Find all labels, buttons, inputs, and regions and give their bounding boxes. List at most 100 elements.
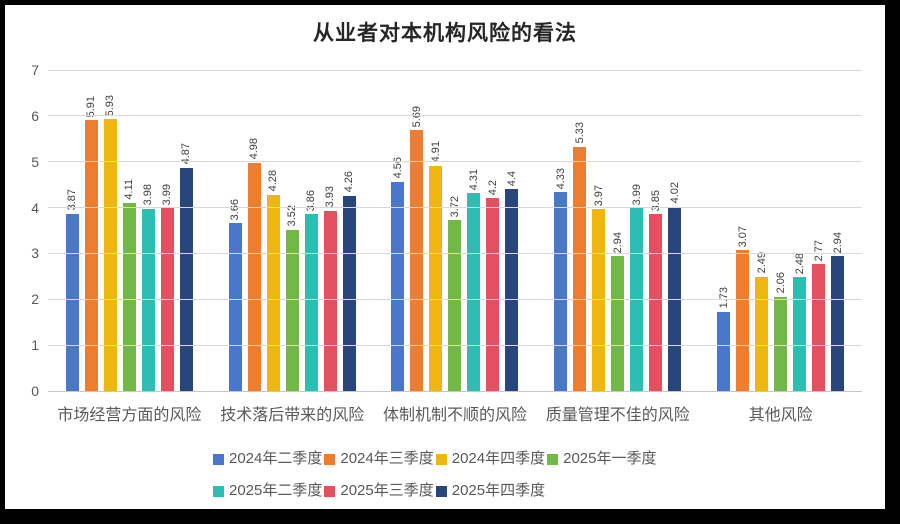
legend: 2024年二季度 2024年三季度 2024年四季度 2025年一季度 2025年二季度… (213, 449, 659, 501)
legend-item: 2024年二季度 (213, 449, 322, 469)
bar (247, 162, 261, 391)
legend-swatch (435, 485, 447, 497)
category-label: 技术落后带来的风险 (220, 407, 365, 424)
category-label: 其他风险 (748, 407, 813, 424)
legend-item: 2025年二季度 (213, 481, 322, 501)
bar (448, 220, 462, 391)
y-tick-label: 4 (31, 199, 39, 216)
bar-value-label: 3.07 (736, 225, 749, 248)
bar-value-label: 4.02 (668, 182, 681, 204)
bar-cell: 3.99 (630, 70, 644, 391)
legend-swatch (213, 485, 224, 497)
bar-group: 4.56 5.69 4.91 3.72 4.31 4.2 4.4 (374, 70, 537, 391)
bar-group: 4.33 5.33 3.97 2.94 3.99 3.85 4.02 (536, 70, 699, 391)
bar (410, 130, 424, 391)
bar (611, 256, 625, 391)
bar-cell: 4.98 (247, 70, 261, 391)
bar (429, 165, 443, 391)
category-label: 质量管理不佳的风险 (545, 407, 690, 424)
bar (486, 198, 500, 391)
x-axis-category-labels: 市场经营方面的风险 技术落后带来的风险 体制机制不顺的风险 质量管理不佳的风险 其他风险 (48, 401, 862, 425)
bar-value-label: 2.94 (611, 231, 624, 254)
bar (228, 223, 242, 391)
bar (505, 189, 519, 391)
bar (736, 250, 750, 391)
gridline (48, 207, 862, 209)
bar (323, 210, 337, 391)
legend-item: 2025年三季度 (324, 481, 434, 501)
bar-value-label: 4.2 (486, 180, 499, 196)
bar-value-label: 3.97 (592, 184, 605, 206)
y-tick-label: 3 (31, 245, 39, 262)
gridline (48, 69, 862, 71)
bar-value-label: 3.93 (324, 186, 337, 208)
bar-value-label: 4.26 (343, 171, 356, 193)
legend-item: 2025年四季度 (435, 481, 546, 501)
bar-value-label: 4.98 (248, 138, 261, 160)
legend-swatch (324, 453, 336, 465)
bar (812, 263, 826, 391)
bar (554, 192, 568, 391)
bar-cell: 4.28 (266, 70, 280, 391)
bar-cell: 4.26 (342, 70, 356, 391)
bar-value-label: 5.93 (104, 94, 117, 117)
y-tick-label: 6 (31, 107, 39, 124)
legend-label: 2025年四季度 (451, 482, 546, 499)
legend-row: 2024年二季度 2024年三季度 2024年四季度 2025年一季度 (213, 449, 659, 469)
bar (285, 229, 299, 391)
bar-value-label: 4.31 (467, 168, 480, 191)
bar (755, 276, 769, 391)
bar-group: 1.73 3.07 2.49 2.06 2.48 2.77 2.94 (699, 70, 862, 391)
bar (793, 277, 807, 391)
bar-value-label: 2.49 (755, 252, 768, 274)
bar-cell: 5.91 (84, 70, 98, 391)
bar-chart: 从业者对本机构风险的看法 3.87 5.91 5.93 4.11 3.98 3.99 4.8… (5, 5, 885, 509)
bar (717, 311, 731, 391)
bar-value-label: 3.52 (286, 205, 299, 227)
gridline (48, 344, 862, 346)
bar-cell: 4.11 (122, 70, 136, 391)
bar-value-label: 3.66 (229, 198, 242, 221)
bar-cell: 3.85 (649, 70, 663, 391)
legend-label: 2024年二季度 (229, 450, 323, 467)
bar (592, 208, 606, 391)
bar-cell: 5.93 (103, 70, 117, 391)
bar-cell: 2.48 (793, 70, 807, 391)
legend-label: 2024年三季度 (340, 450, 434, 467)
bar-cell: 4.87 (179, 70, 193, 391)
bar-value-label: 5.91 (85, 95, 98, 117)
bar-cell: 4.33 (554, 70, 568, 391)
bar-value-label: 4.11 (123, 178, 136, 200)
bar (179, 167, 193, 391)
bar-cell: 5.33 (573, 70, 587, 391)
gridline (48, 298, 862, 300)
bar-groups: 3.87 5.91 5.93 4.11 3.98 3.99 4.87 3.66 4.98 4.28… (48, 70, 862, 391)
gridline (48, 252, 862, 254)
legend-item: 2025年一季度 (547, 449, 657, 469)
y-tick-label: 0 (31, 383, 39, 399)
bar-cell: 3.99 (160, 70, 174, 391)
bar (467, 193, 481, 391)
bar-cell: 2.77 (812, 70, 826, 391)
legend-label: 2025年一季度 (563, 450, 657, 467)
bar (391, 181, 405, 391)
bar-value-label: 4.28 (267, 170, 280, 192)
gridline (48, 161, 862, 163)
bar-cell: 2.94 (831, 70, 845, 391)
category-label: 体制机制不顺的风险 (382, 407, 527, 424)
bar (84, 119, 98, 391)
bar-cell: 3.98 (141, 70, 155, 391)
bar-value-label: 2.77 (812, 239, 825, 261)
legend-row: 2025年二季度 2025年三季度 2025年四季度 (213, 481, 659, 501)
bar-cell: 3.52 (285, 70, 299, 391)
legend-label: 2025年二季度 (229, 482, 323, 499)
bar-group: 3.87 5.91 5.93 4.11 3.98 3.99 4.87 (48, 70, 211, 391)
bar-cell: 4.02 (668, 70, 682, 391)
bar-cell: 4.31 (467, 70, 481, 391)
bar-cell: 3.93 (323, 70, 337, 391)
bar (122, 202, 136, 391)
bar-value-label: 2.48 (793, 252, 806, 275)
legend-item: 2024年三季度 (324, 449, 434, 469)
bar (266, 194, 280, 391)
